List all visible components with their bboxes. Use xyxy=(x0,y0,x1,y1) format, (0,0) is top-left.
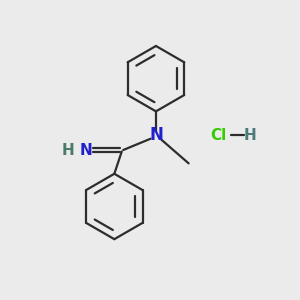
Text: N: N xyxy=(80,142,92,158)
Text: Cl: Cl xyxy=(210,128,226,142)
Text: H: H xyxy=(243,128,256,142)
Text: H: H xyxy=(62,142,75,158)
Text: N: N xyxy=(149,126,163,144)
